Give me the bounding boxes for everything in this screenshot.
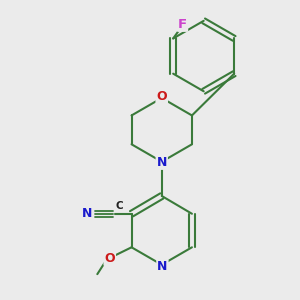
Text: N: N [157, 260, 168, 273]
Text: N: N [82, 207, 92, 220]
Text: C: C [116, 201, 123, 212]
Text: F: F [178, 18, 187, 31]
Text: N: N [157, 156, 167, 169]
Text: O: O [104, 252, 115, 265]
Text: O: O [156, 90, 167, 103]
